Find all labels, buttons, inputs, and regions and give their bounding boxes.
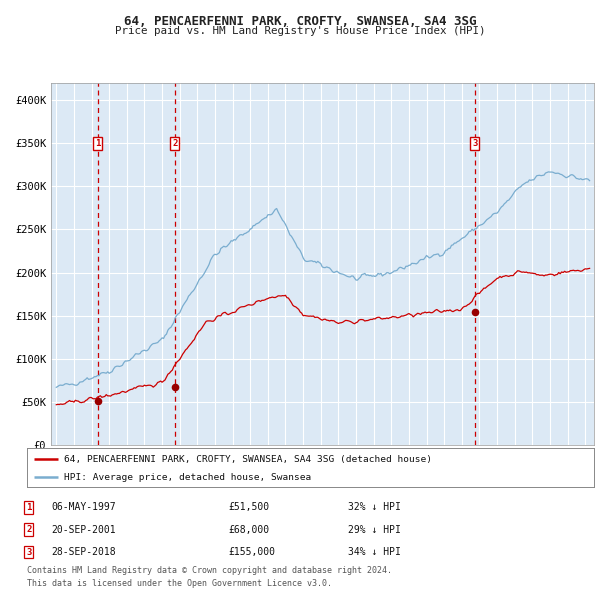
Text: 34% ↓ HPI: 34% ↓ HPI (348, 547, 401, 557)
Text: 3: 3 (472, 139, 478, 148)
Text: 2: 2 (26, 525, 31, 534)
Text: 32% ↓ HPI: 32% ↓ HPI (348, 502, 401, 512)
Text: 1: 1 (95, 139, 100, 148)
Text: 64, PENCAERFENNI PARK, CROFTY, SWANSEA, SA4 3SG (detached house): 64, PENCAERFENNI PARK, CROFTY, SWANSEA, … (64, 455, 432, 464)
Text: 28-SEP-2018: 28-SEP-2018 (51, 547, 116, 557)
Text: £155,000: £155,000 (228, 547, 275, 557)
Text: 2: 2 (172, 139, 178, 148)
Text: Price paid vs. HM Land Registry's House Price Index (HPI): Price paid vs. HM Land Registry's House … (115, 26, 485, 36)
Text: HPI: Average price, detached house, Swansea: HPI: Average price, detached house, Swan… (64, 473, 311, 481)
Text: 64, PENCAERFENNI PARK, CROFTY, SWANSEA, SA4 3SG: 64, PENCAERFENNI PARK, CROFTY, SWANSEA, … (124, 15, 476, 28)
Text: 06-MAY-1997: 06-MAY-1997 (51, 502, 116, 512)
Text: 20-SEP-2001: 20-SEP-2001 (51, 525, 116, 535)
Text: 1: 1 (26, 503, 31, 512)
Text: 3: 3 (26, 548, 31, 556)
Text: Contains HM Land Registry data © Crown copyright and database right 2024.: Contains HM Land Registry data © Crown c… (27, 566, 392, 575)
Text: £51,500: £51,500 (228, 502, 269, 512)
Text: £68,000: £68,000 (228, 525, 269, 535)
Text: This data is licensed under the Open Government Licence v3.0.: This data is licensed under the Open Gov… (27, 579, 332, 588)
Text: 29% ↓ HPI: 29% ↓ HPI (348, 525, 401, 535)
